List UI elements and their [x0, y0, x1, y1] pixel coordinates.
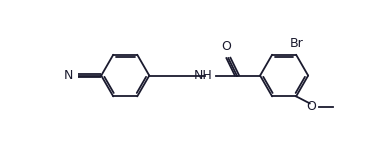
Text: NH: NH — [194, 69, 213, 82]
Text: O: O — [222, 40, 231, 53]
Text: Br: Br — [289, 37, 303, 50]
Text: N: N — [64, 69, 73, 82]
Text: O: O — [306, 100, 316, 113]
